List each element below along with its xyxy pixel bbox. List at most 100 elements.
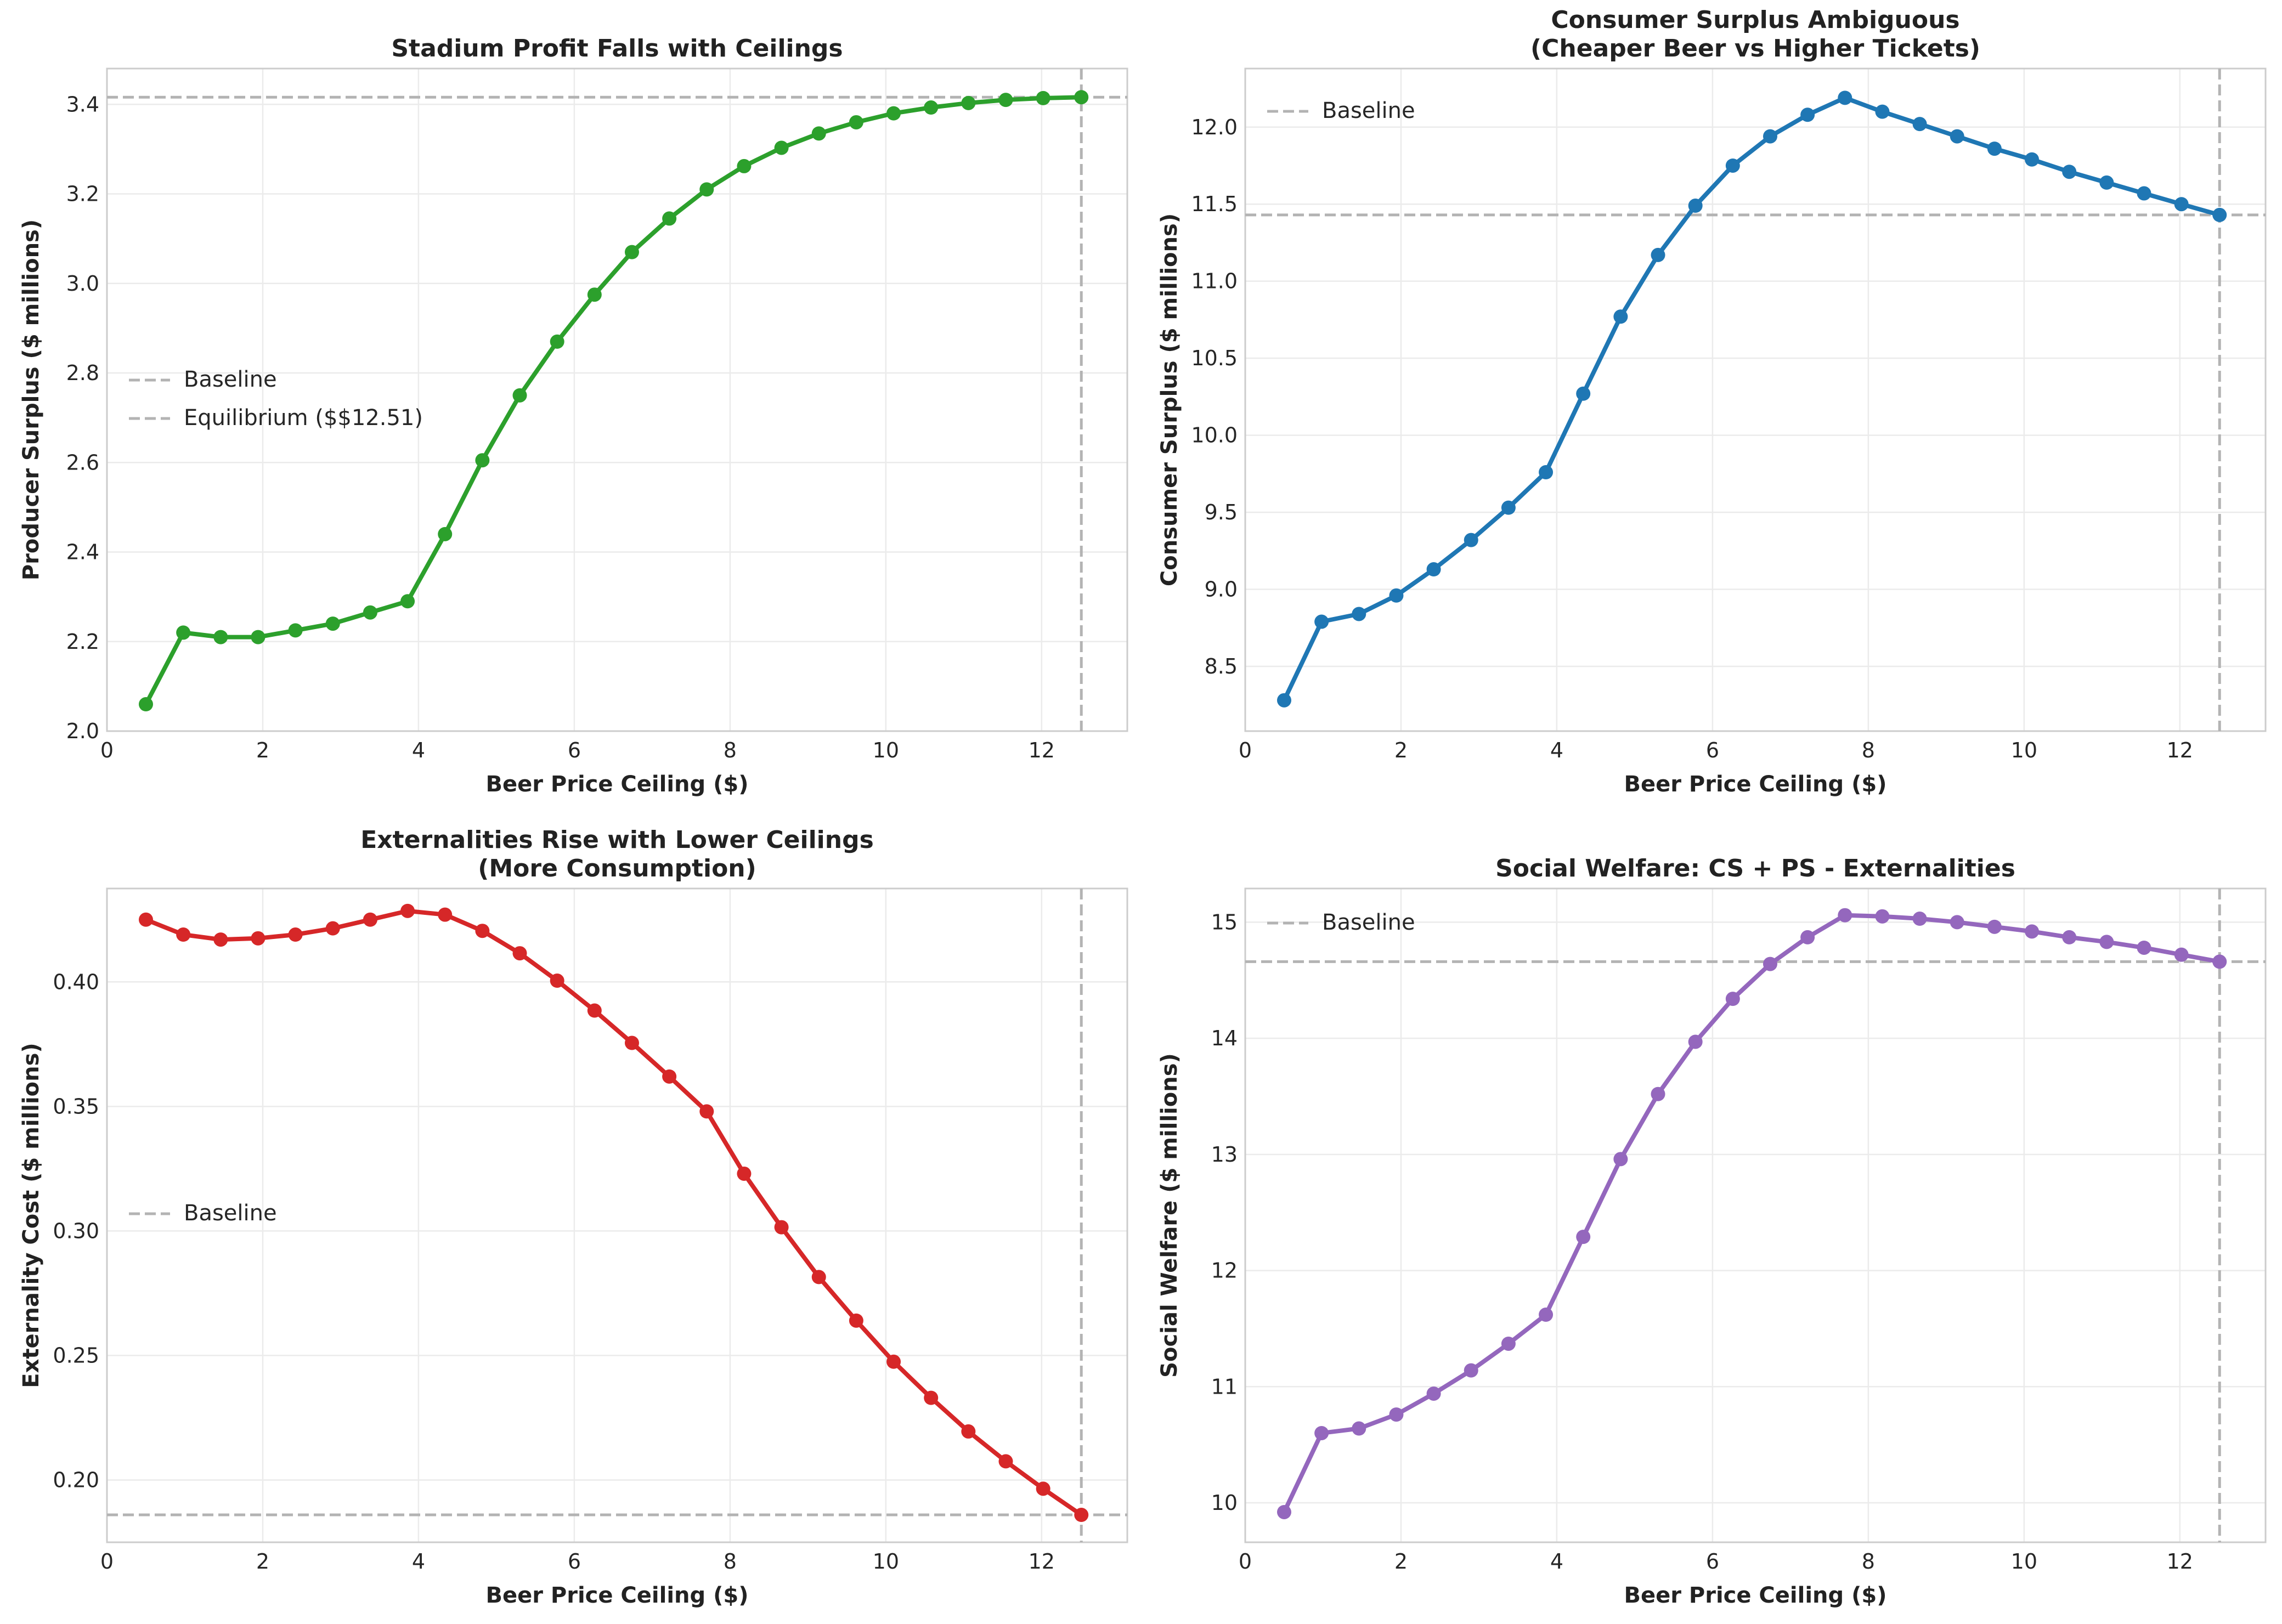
chart-title: (Cheaper Beer vs Higher Tickets) [1530, 35, 1980, 63]
data-point [550, 974, 564, 988]
y-tick-label: 0.20 [53, 1468, 99, 1492]
data-point [325, 921, 340, 936]
legend-entry: Baseline [184, 367, 277, 392]
data-point [2025, 152, 2040, 167]
y-tick-label: 3.0 [66, 271, 99, 296]
data-point [849, 1313, 863, 1328]
data-point [1074, 1508, 1089, 1523]
y-tick-label: 15 [1211, 910, 1238, 934]
x-tick-label: 0 [100, 738, 114, 762]
x-tick-label: 4 [412, 738, 425, 762]
data-point [1389, 1407, 1404, 1422]
data-point [699, 1104, 714, 1119]
data-point [1950, 915, 1964, 930]
y-axis-label: Producer Surplus ($ millions) [19, 219, 44, 580]
data-point [2137, 186, 2151, 201]
chart-title: Stadium Profit Falls with Ceilings [391, 35, 843, 63]
legend-entry: Baseline [1322, 910, 1415, 935]
data-point [438, 527, 453, 541]
data-point [2174, 197, 2189, 212]
data-point [811, 1270, 826, 1285]
chart-title: Consumer Surplus Ambiguous [1551, 6, 1959, 34]
data-point [400, 594, 415, 609]
data-point [325, 616, 340, 631]
data-point [1576, 1230, 1591, 1244]
data-point [737, 159, 752, 173]
legend: Baseline [129, 1201, 277, 1226]
data-point [138, 697, 153, 712]
data-point [1651, 1087, 1665, 1101]
y-tick-label: 8.5 [1205, 654, 1238, 678]
y-tick-label: 11 [1211, 1374, 1238, 1399]
x-tick-label: 6 [1706, 1549, 1719, 1574]
data-point [1539, 465, 1554, 480]
plot-frame [1244, 887, 2267, 1543]
data-point [1950, 129, 1964, 144]
chart-panel-4: 0 2 4 6 8 10 12 10 11 12 13 14 15 Social Welfare: CS … [1157, 855, 2267, 1608]
data-point [624, 1035, 639, 1050]
data-point [363, 605, 377, 620]
data-point [1501, 500, 1516, 515]
data-point [1912, 912, 1927, 926]
x-tick-label: 8 [1862, 738, 1875, 762]
y-tick-label: 0.30 [53, 1219, 99, 1243]
data-point [1314, 1425, 1329, 1440]
y-tick-label: 10 [1211, 1491, 1238, 1515]
data-point [998, 93, 1013, 107]
data-point [363, 912, 377, 927]
legend: Baseline [1267, 910, 1415, 935]
x-tick-label: 2 [1394, 738, 1408, 762]
data-point [288, 927, 303, 942]
data-point [961, 1424, 976, 1439]
y-tick-label: 10.0 [1191, 423, 1238, 448]
data-point [2062, 930, 2077, 944]
x-tick-label: 8 [724, 738, 737, 762]
data-point [1074, 90, 1089, 105]
y-tick-label: 9.5 [1205, 500, 1238, 524]
series-line [1282, 913, 2220, 1513]
x-tick-label: 12 [2167, 1549, 2193, 1574]
data-point [1036, 90, 1050, 105]
data-point [924, 100, 939, 115]
y-tick-label: 9.0 [1205, 578, 1238, 602]
x-tick-label: 0 [1239, 738, 1252, 762]
x-tick-label: 10 [873, 1549, 899, 1574]
data-point [699, 182, 714, 197]
data-point [2174, 947, 2189, 962]
data-point [1838, 90, 1852, 105]
data-point [1875, 909, 1890, 924]
y-tick-label: 2.2 [66, 630, 99, 654]
data-point [587, 287, 602, 302]
data-point [251, 630, 266, 644]
data-point [1426, 562, 1441, 577]
x-tick-label: 4 [1550, 1549, 1563, 1574]
data-point [2025, 924, 2040, 939]
x-tick-label: 2 [1394, 1549, 1408, 1574]
chart-panel-2: 0 2 4 6 8 10 12 8.5 9.0 9.5 10.0 10.5 11.0 11.5 12.0 Co… [1157, 6, 2267, 797]
data-point [1651, 247, 1665, 262]
series-line [145, 908, 1083, 1517]
y-axis-label: Consumer Surplus ($ millions) [1157, 213, 1182, 586]
x-tick-label: 4 [412, 1549, 425, 1574]
data-point [1276, 1504, 1291, 1519]
x-tick-label: 12 [1029, 738, 1055, 762]
y-tick-label: 11.0 [1191, 269, 1238, 293]
data-point [1352, 607, 1366, 621]
x-tick-label: 4 [1550, 738, 1563, 762]
data-point [512, 388, 527, 403]
y-tick-label: 10.5 [1191, 346, 1238, 370]
chart-panel-3: 0 2 4 6 8 10 12 0.20 0.25 0.30 0.35 0.40 Externaliti… [19, 826, 1128, 1608]
data-point [886, 106, 901, 121]
legend-entry: Baseline [1322, 98, 1415, 123]
data-point [2062, 165, 2077, 179]
x-tick-label: 8 [1862, 1549, 1875, 1574]
data-point [961, 95, 976, 110]
data-point [849, 115, 863, 129]
chart-title: (More Consumption) [478, 855, 756, 882]
x-tick-label: 2 [256, 1549, 269, 1574]
y-axis-label: Externality Cost ($ millions) [19, 1043, 44, 1388]
data-point [1613, 309, 1628, 324]
data-point [1725, 158, 1740, 173]
x-tick-label: 6 [568, 1549, 581, 1574]
data-point [1763, 129, 1777, 144]
